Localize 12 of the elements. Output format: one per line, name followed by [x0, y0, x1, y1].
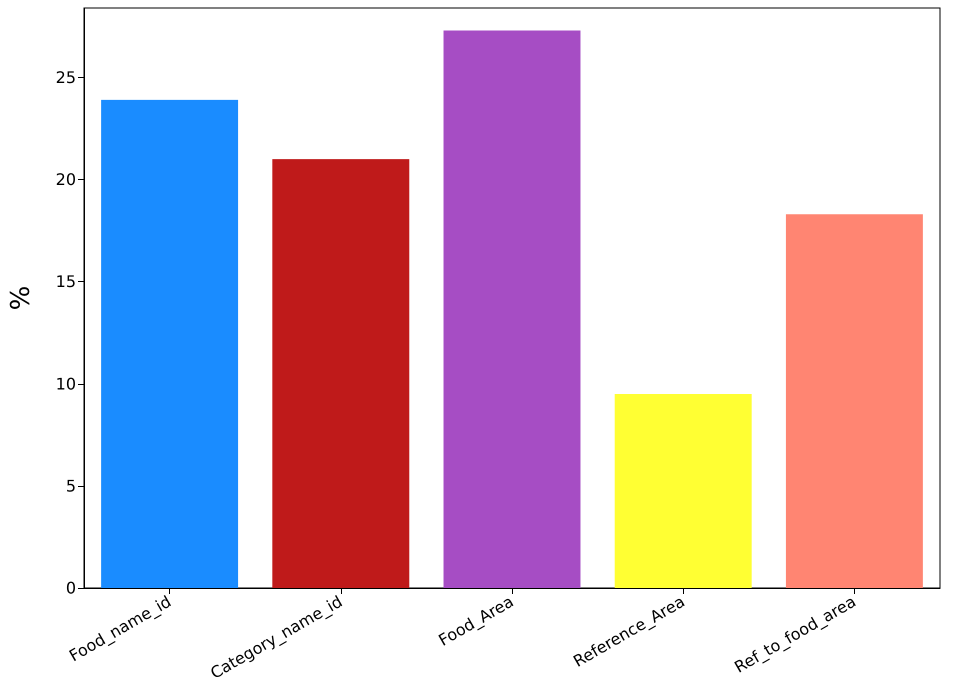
y-tick-label: 15	[56, 272, 76, 292]
y-axis-title: %	[6, 286, 36, 310]
bar	[101, 100, 238, 588]
bar	[614, 394, 752, 588]
bar	[786, 214, 923, 588]
bar	[272, 159, 410, 588]
y-tick-label: 25	[56, 68, 76, 87]
bar	[444, 30, 580, 588]
y-tick-label: 10	[56, 374, 76, 394]
y-tick-label: 5	[66, 476, 76, 496]
y-tick-label: 20	[56, 170, 76, 190]
y-tick-label: 0	[66, 578, 76, 598]
